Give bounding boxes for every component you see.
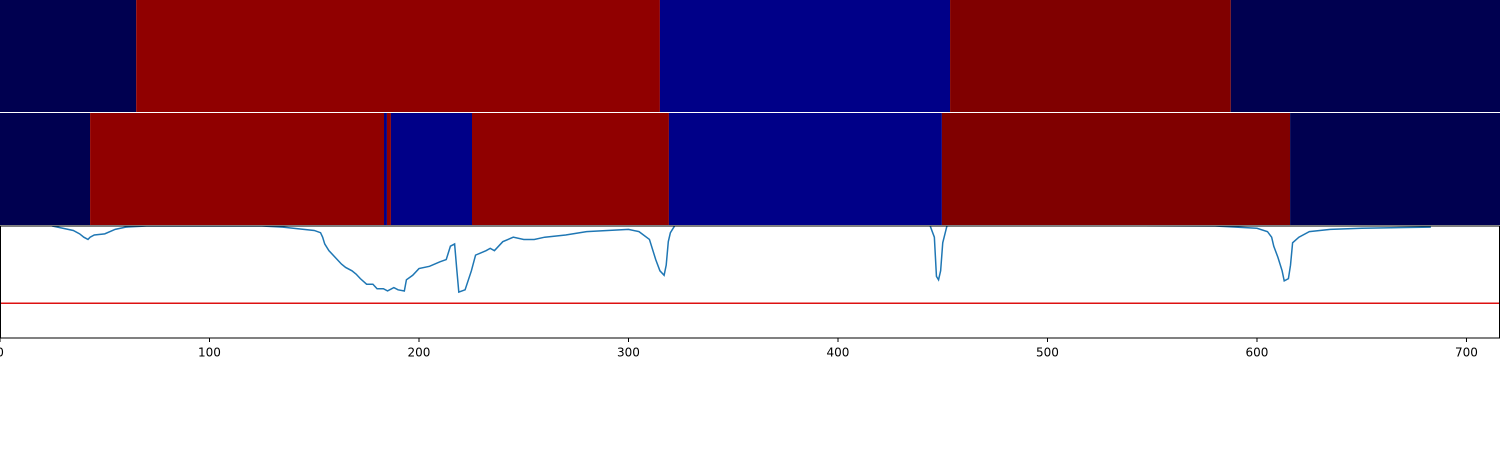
segment [386, 113, 391, 225]
segment [384, 113, 387, 225]
x-tick-label: 500 [1036, 346, 1059, 360]
x-tick-label: 0 [0, 346, 4, 360]
x-tick-label: 200 [408, 346, 431, 360]
x-tick-label: 600 [1246, 346, 1269, 360]
segment [1290, 113, 1500, 225]
segment [668, 113, 942, 225]
plot-area [50, 226, 1431, 294]
segment [471, 113, 669, 225]
x-tick-label: 700 [1455, 346, 1478, 360]
data-line [50, 226, 1431, 294]
segment [390, 113, 472, 225]
segment [0, 113, 91, 225]
x-tick-label: 100 [198, 346, 221, 360]
x-tick-label: 400 [827, 346, 850, 360]
segment [136, 0, 660, 112]
segment [1230, 0, 1500, 112]
segment [941, 113, 1291, 225]
segment [90, 113, 385, 225]
x-tick-label: 300 [617, 346, 640, 360]
axes-frame [0, 225, 1500, 339]
segment [659, 0, 951, 112]
segment [950, 0, 1231, 112]
segment [0, 0, 137, 112]
